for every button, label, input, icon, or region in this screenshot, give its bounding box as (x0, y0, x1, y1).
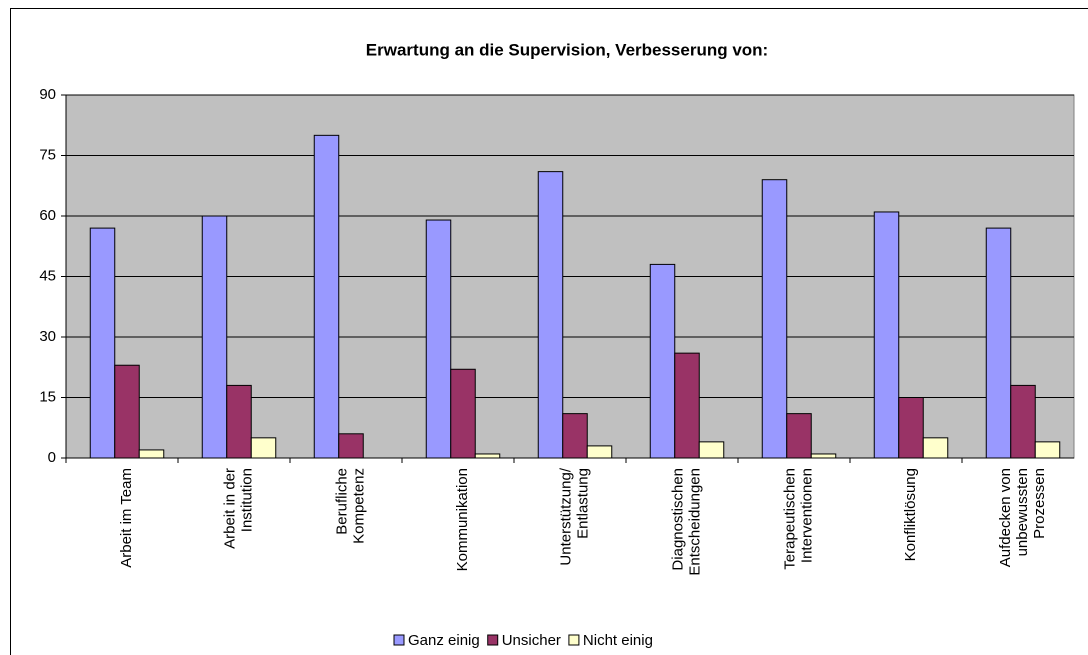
legend-label: Nicht einig (583, 632, 653, 649)
x-tick-label: Entlastung (574, 468, 591, 539)
bar (586, 445, 613, 459)
bar (226, 384, 252, 459)
bar (985, 227, 1012, 459)
x-tick-label: Arbeit im Team (118, 468, 135, 568)
bar (338, 433, 364, 459)
x-tick-label: Prozessen (1031, 468, 1048, 539)
bar (201, 215, 228, 459)
x-tick-label: Diagnostischen (669, 468, 686, 571)
x-tick-label: Unterstützung/ (557, 467, 574, 565)
bar (649, 263, 676, 459)
bar (922, 437, 949, 459)
x-tick-label: Institution (238, 468, 255, 532)
y-tick-label: 30 (39, 328, 56, 345)
x-tick-label: Arbeit in der (221, 468, 238, 549)
bar (698, 441, 725, 459)
x-tick-label: Kommunikation (454, 468, 471, 571)
x-tick-label: Kompetenz (350, 468, 367, 544)
x-tick-label: Entscheidungen (686, 468, 703, 576)
y-tick-label: 90 (39, 86, 56, 103)
y-tick-label: 0 (48, 449, 56, 466)
legend-label: Unsicher (502, 632, 561, 649)
y-tick-label: 75 (39, 146, 56, 163)
y-tick-label: 60 (39, 207, 56, 224)
legend-swatch (393, 634, 405, 646)
y-tick-label: 45 (39, 267, 56, 284)
bar (1010, 384, 1036, 459)
bar (89, 227, 116, 459)
bar (761, 179, 788, 459)
legend-swatch (568, 634, 580, 646)
bar (250, 437, 277, 459)
bar (474, 453, 501, 459)
bar (562, 413, 588, 459)
bar (898, 397, 924, 459)
bar (537, 171, 564, 459)
bar (873, 211, 900, 459)
legend-swatch (487, 634, 499, 646)
x-tick-label: Interventionen (798, 468, 815, 563)
bar (313, 134, 340, 459)
x-tick-label: unbewussten (1014, 468, 1031, 556)
bar (138, 449, 165, 459)
legend-label: Ganz einig (408, 632, 480, 649)
y-tick-label: 15 (39, 388, 56, 405)
x-tick-label: Berufliche (333, 468, 350, 535)
x-tick-label: Terapeutischen (781, 468, 798, 570)
bar (674, 352, 700, 459)
x-tick-label: Konfliktlösung (902, 468, 919, 561)
chart-title: Erwartung an die Supervision, Verbesseru… (366, 40, 768, 59)
bar (114, 364, 140, 459)
bar (450, 368, 476, 459)
bar (425, 219, 452, 459)
bar (1034, 441, 1061, 459)
bar (786, 413, 812, 459)
bar (810, 453, 837, 459)
x-tick-label: Aufdecken von (997, 468, 1014, 567)
